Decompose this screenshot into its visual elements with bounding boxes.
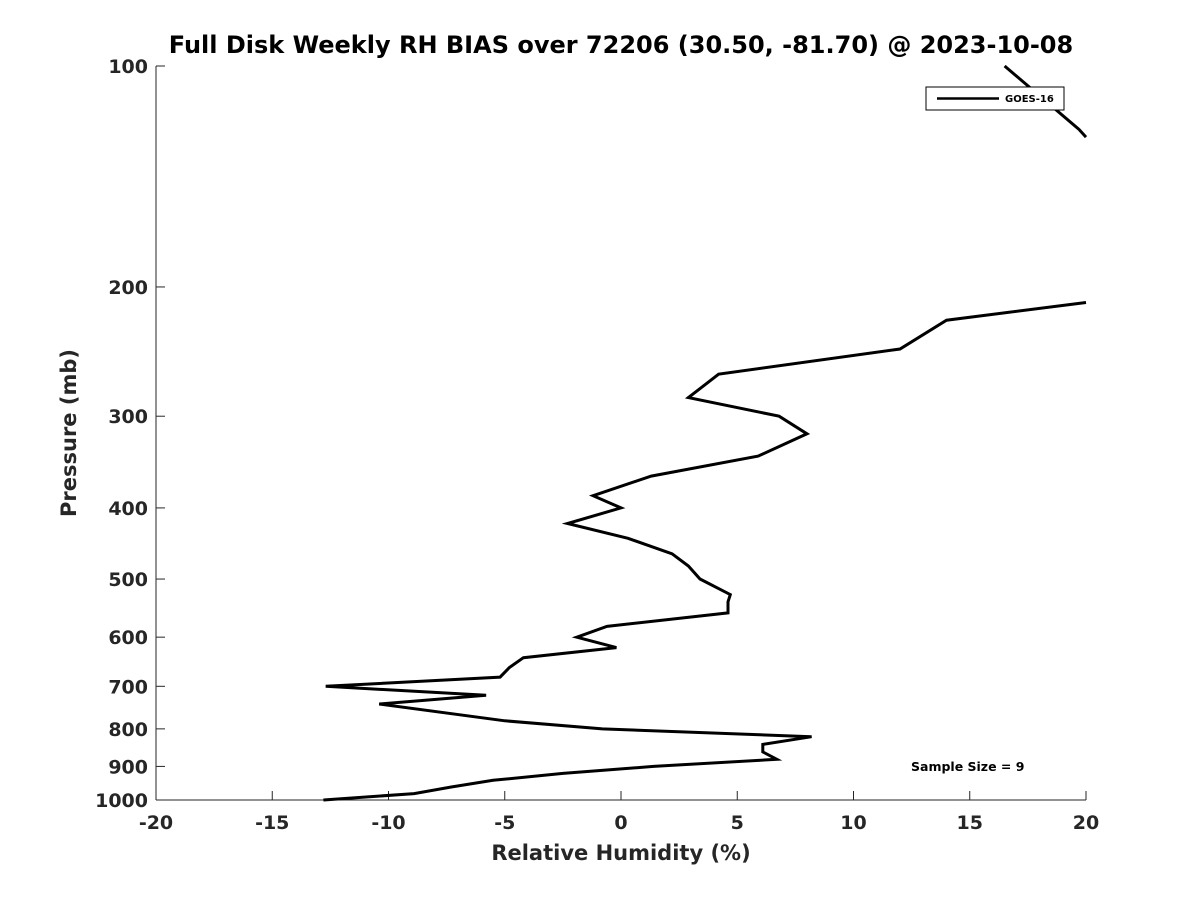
- y-tick-label: 200: [108, 277, 148, 299]
- x-tick-label: 5: [731, 812, 744, 834]
- x-tick-label: 10: [840, 812, 866, 834]
- y-ticks: 100 200 300 400 500 600 700 800 900 1000: [95, 56, 165, 812]
- y-tick-label: 700: [108, 676, 148, 698]
- x-ticks: -20 -15 -10 -5 0 5 10 15 20: [139, 791, 1099, 834]
- x-tick-label: -15: [255, 812, 289, 834]
- chart-title: Full Disk Weekly RH BIAS over 72206 (30.…: [169, 31, 1073, 59]
- y-tick-label: 1000: [95, 790, 148, 812]
- sample-size-annotation: Sample Size = 9: [911, 759, 1024, 774]
- x-tick-label: 20: [1073, 812, 1099, 834]
- y-tick-label: 800: [108, 719, 148, 741]
- x-tick-label: 0: [614, 812, 627, 834]
- y-tick-label: 300: [108, 406, 148, 428]
- x-tick-label: -5: [494, 812, 515, 834]
- x-axis-label: Relative Humidity (%): [491, 841, 750, 865]
- y-axis-label: Pressure (mb): [57, 349, 81, 517]
- y-tick-label: 500: [108, 569, 148, 591]
- legend: GOES-16: [925, 86, 1065, 111]
- series-line-goes-16: [323, 301, 1087, 802]
- y-tick-label: 600: [108, 627, 148, 649]
- legend-label-goes-16: GOES-16: [1005, 94, 1054, 105]
- plot-axes: -20 -15 -10 -5 0 5 10 15 20 100 200 300 400 500 600 70…: [95, 56, 1099, 834]
- x-tick-label: -10: [371, 812, 405, 834]
- x-tick-label: 15: [957, 812, 983, 834]
- y-tick-label: 400: [108, 498, 148, 520]
- y-tick-label: 100: [108, 56, 148, 78]
- y-tick-label: 900: [108, 756, 148, 778]
- x-tick-label: -20: [139, 812, 173, 834]
